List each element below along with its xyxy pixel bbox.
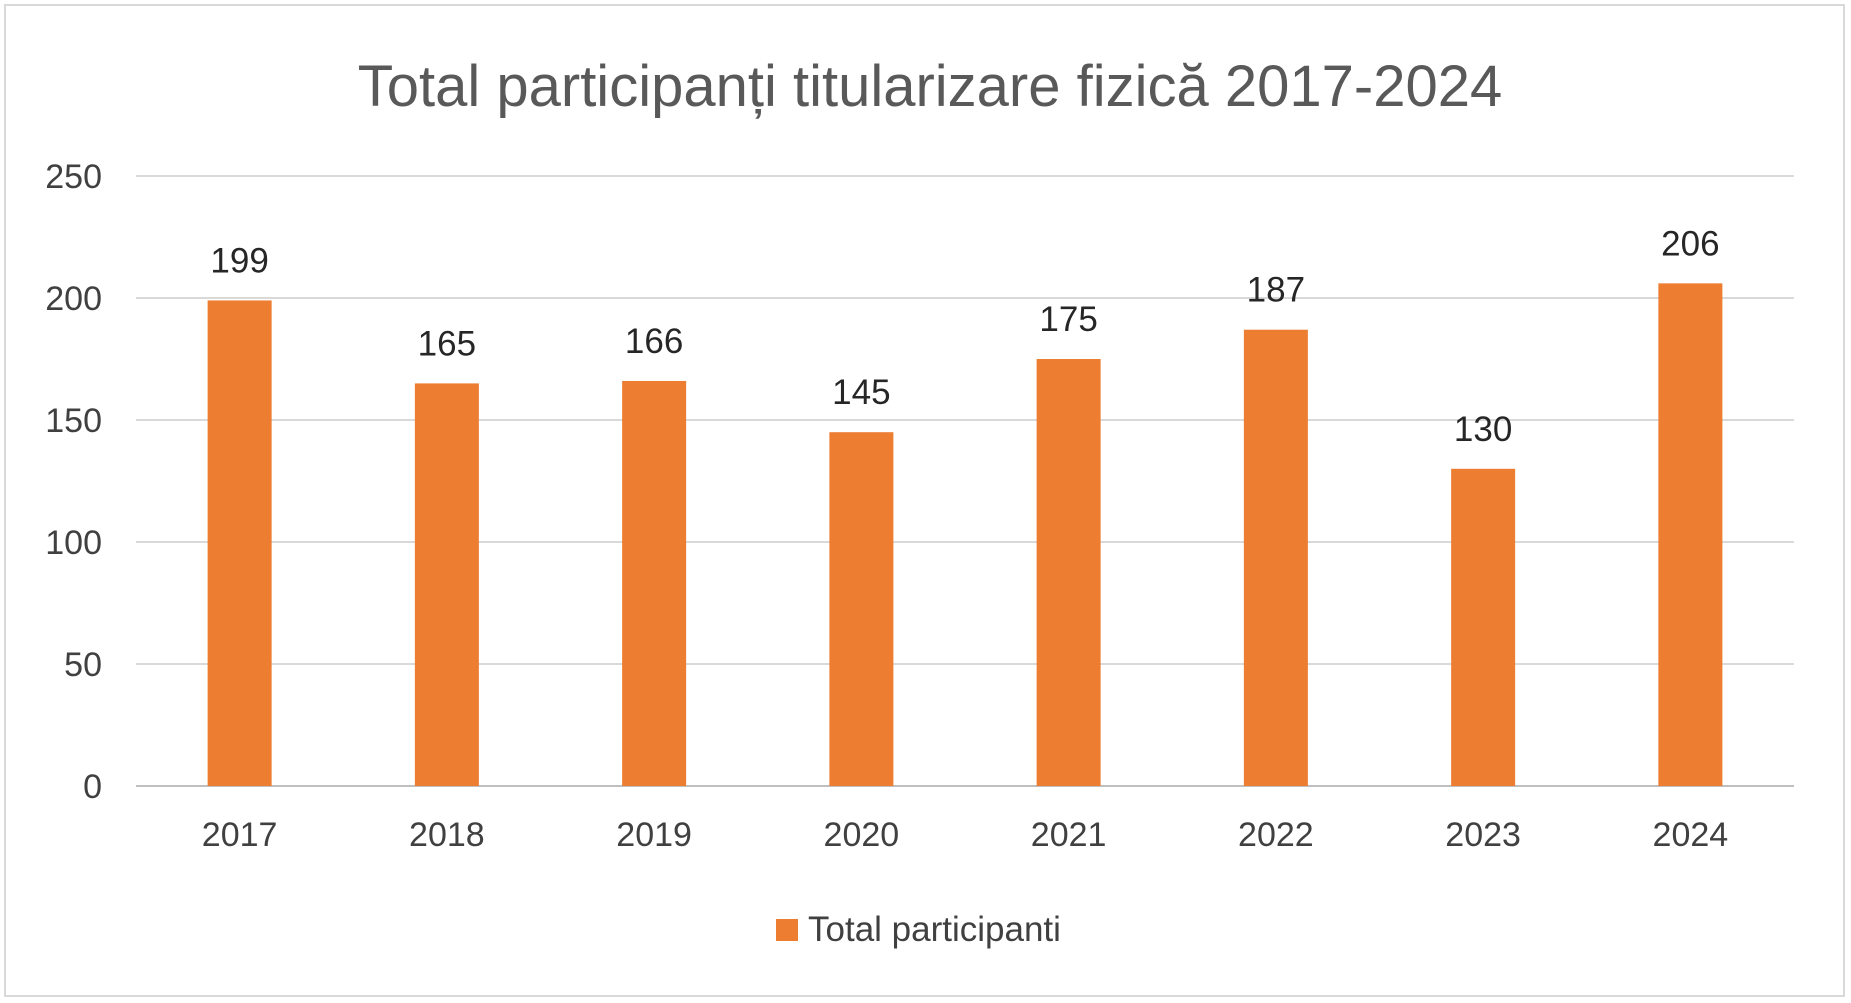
x-tick-label-2020: 2020 (824, 816, 900, 854)
bar-chart: Total participanți titularizare fizică 2… (45, 54, 1794, 949)
legend-swatch-total-participanti (776, 919, 798, 941)
bar-2018 (414, 383, 479, 786)
data-label-2023: 130 (1454, 410, 1512, 449)
x-tick-label-2017: 2017 (202, 816, 278, 854)
y-tick-label: 150 (45, 402, 102, 440)
y-tick-label: 0 (83, 768, 102, 806)
gridlines (136, 175, 1794, 787)
x-tick-label-2018: 2018 (409, 816, 485, 854)
data-label-2019: 166 (625, 322, 683, 361)
bar-2024 (1658, 283, 1723, 786)
bar-2022 (1243, 329, 1308, 786)
bar-2019 (622, 380, 687, 786)
x-tick-label-2019: 2019 (616, 816, 692, 854)
x-axis-ticks: 2017 2018 2019 2020 2021 2022 2023 2024 (202, 816, 1728, 854)
data-label-2022: 187 (1247, 271, 1305, 310)
y-tick-label: 200 (45, 280, 102, 318)
data-labels: 199 165 166 145 175 187 130 206 (210, 224, 1719, 448)
x-tick-label-2023: 2023 (1445, 816, 1521, 854)
y-tick-label: 100 (45, 524, 102, 562)
bar-2021 (1036, 359, 1101, 786)
bars (207, 283, 1723, 786)
chart-title: Total participanți titularizare fizică 2… (358, 54, 1503, 119)
x-tick-label-2022: 2022 (1238, 816, 1314, 854)
bar-2020 (829, 432, 894, 786)
data-label-2021: 175 (1039, 300, 1097, 339)
bar-2023 (1451, 468, 1516, 786)
chart-frame: Total participanți titularizare fizică 2… (4, 4, 1845, 997)
legend-label-total-participanti: Total participanti (808, 910, 1061, 949)
x-tick-label-2021: 2021 (1031, 816, 1107, 854)
x-tick-label-2024: 2024 (1653, 816, 1729, 854)
data-label-2020: 145 (832, 373, 890, 412)
bar-2017 (207, 300, 272, 786)
legend: Total participanti (776, 910, 1061, 949)
y-tick-label: 250 (45, 158, 102, 196)
y-tick-label: 50 (64, 646, 102, 684)
data-label-2018: 165 (418, 324, 476, 363)
data-label-2017: 199 (210, 241, 268, 280)
y-axis-ticks: 0 50 100 150 200 250 (45, 158, 102, 806)
data-label-2024: 206 (1661, 224, 1719, 263)
